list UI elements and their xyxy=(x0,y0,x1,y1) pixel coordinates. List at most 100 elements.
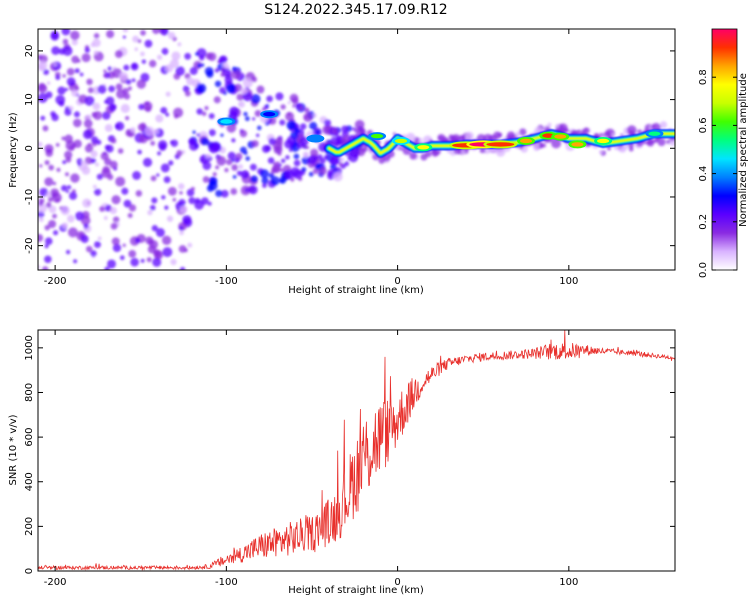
heatmap-cell xyxy=(327,139,331,144)
heatmap-cell xyxy=(156,54,163,60)
heatmap-cell xyxy=(44,244,49,249)
heatmap-cell xyxy=(84,47,90,53)
heatmap-cell xyxy=(409,151,418,160)
heatmap-cell xyxy=(286,120,297,130)
snr-x-tick-label: 0 xyxy=(394,577,400,588)
heatmap-cell xyxy=(132,171,141,180)
heatmap-cell xyxy=(91,111,98,118)
heatmap-cell xyxy=(196,48,207,58)
heatmap-cell xyxy=(323,119,332,127)
heatmap-cell xyxy=(495,147,506,157)
heatmap-cell xyxy=(232,174,237,179)
heatmap-cell xyxy=(179,266,186,270)
heatmap-cell xyxy=(111,195,121,205)
heatmap-cell xyxy=(460,149,466,155)
heatmap-cell xyxy=(109,207,117,215)
heatmap-cell xyxy=(134,237,141,244)
heatmap-cell xyxy=(212,172,217,177)
heatmap-cell xyxy=(83,129,93,140)
heatmap-cell xyxy=(44,177,54,187)
heatmap-cell xyxy=(122,35,126,39)
heatmap-cell xyxy=(75,211,85,221)
heatmap-cell xyxy=(171,51,181,61)
colorbar-tick-label: 0.4 xyxy=(698,166,709,182)
heatmap-cell xyxy=(319,157,326,164)
heatmap-cell xyxy=(207,201,212,206)
heatmap-cell xyxy=(212,143,222,153)
heatmap-cell xyxy=(83,119,93,128)
heatmap-cell xyxy=(226,159,233,166)
heatmap-cell xyxy=(155,228,165,238)
heatmap-cell xyxy=(44,237,53,246)
heatmap-cell xyxy=(547,122,552,127)
heatmap-cell xyxy=(55,75,61,81)
heatmap-cell xyxy=(175,66,185,76)
heatmap-cell xyxy=(303,153,309,158)
heatmap-cell xyxy=(127,86,133,91)
heatmap-cell xyxy=(196,133,201,137)
colorbar-tick-label: 0.8 xyxy=(698,69,709,85)
heatmap-cell xyxy=(354,154,359,159)
heatmap-cell xyxy=(44,160,50,166)
heatmap-cell xyxy=(90,150,98,158)
spectrogram-y-label: Frequency (Hz) xyxy=(8,112,19,188)
heatmap-cell xyxy=(347,156,351,160)
heatmap-cell xyxy=(251,140,259,148)
heatmap-cell xyxy=(117,148,124,154)
heatmap-cell xyxy=(323,155,329,160)
heatmap-cell xyxy=(288,148,293,152)
heatmap-cell xyxy=(163,176,171,184)
heatmap-cell xyxy=(40,115,46,121)
heatmap-cell xyxy=(329,136,340,147)
heatmap-cell xyxy=(66,185,72,190)
heatmap-cell xyxy=(169,59,179,69)
spectrogram-y-tick-label: 0 xyxy=(24,145,35,151)
colorbar-tick-label: 0.0 xyxy=(698,262,709,278)
heatmap-cell xyxy=(239,146,247,154)
snr-x-label: Height of straight line (km) xyxy=(288,585,424,596)
heatmap-cell xyxy=(555,123,560,128)
heatmap-cell xyxy=(150,175,157,182)
snr-y-tick-label: 200 xyxy=(24,517,35,536)
heatmap-cell xyxy=(44,255,52,264)
heatmap-cell xyxy=(46,81,51,85)
heatmap-cell xyxy=(182,85,190,93)
heatmap-cell xyxy=(297,138,301,143)
heatmap-cell xyxy=(69,191,78,200)
heatmap-cell xyxy=(51,191,58,198)
heatmap-cell xyxy=(161,235,172,245)
heatmap-cell xyxy=(121,187,129,195)
heatmap-cell xyxy=(279,119,286,126)
heatmap-cell xyxy=(91,136,99,144)
heatmap-cell xyxy=(584,127,588,131)
heatmap-cell xyxy=(110,222,118,230)
heatmap-cell xyxy=(103,69,107,73)
heatmap-cell xyxy=(84,144,94,153)
heatmap-cell xyxy=(153,129,159,134)
heatmap-cell xyxy=(125,79,132,85)
heatmap-cell xyxy=(250,94,261,104)
colorbar-label: Normalized spectral amplitude xyxy=(738,73,749,227)
heatmap-cell xyxy=(619,146,626,153)
heatmap-cell xyxy=(266,95,273,103)
heatmap-cell xyxy=(289,93,299,103)
snr-frame xyxy=(37,329,676,572)
heatmap-cell xyxy=(184,90,191,97)
heatmap-cell xyxy=(145,236,154,245)
heatmap-cell xyxy=(141,59,147,64)
heatmap-cell xyxy=(270,168,276,174)
heatmap-cell xyxy=(285,155,290,160)
heatmap-cell xyxy=(184,52,192,60)
snr-line xyxy=(38,330,675,571)
heatmap-hotspot xyxy=(263,112,276,117)
heatmap-cell xyxy=(234,157,240,163)
spectrogram-x-label: Height of straight line (km) xyxy=(288,285,424,296)
heatmap-cell xyxy=(224,167,229,173)
heatmap-cell xyxy=(108,85,116,93)
heatmap-cell xyxy=(479,147,486,154)
heatmap-cell xyxy=(268,137,276,146)
heatmap-cell xyxy=(213,96,221,104)
spectrogram-y-tick-label: -20 xyxy=(24,237,35,253)
heatmap-cell xyxy=(61,29,71,36)
